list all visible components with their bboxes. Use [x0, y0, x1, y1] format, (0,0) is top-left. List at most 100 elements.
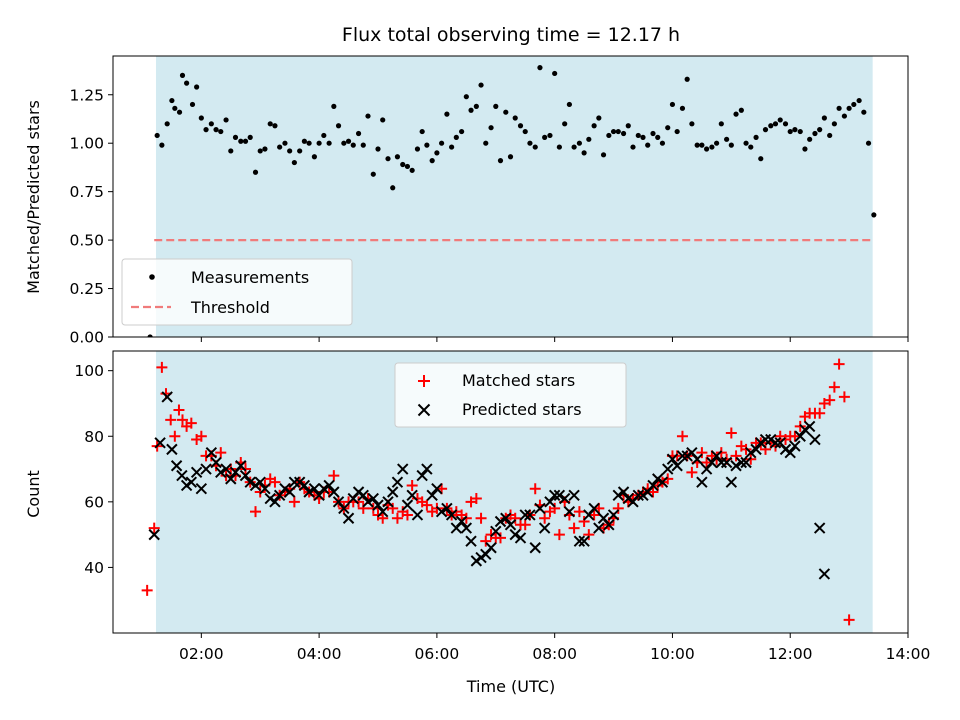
data-point	[671, 460, 683, 472]
data-point	[421, 499, 433, 511]
data-point	[406, 489, 418, 501]
data-point	[538, 522, 551, 534]
data-point	[306, 140, 312, 146]
data-point	[455, 515, 468, 528]
data-point	[367, 492, 379, 505]
data-point	[377, 505, 389, 518]
data-point	[620, 130, 627, 137]
data-point	[250, 506, 262, 518]
data-point	[753, 134, 759, 140]
data-point	[818, 568, 831, 580]
data-point	[367, 502, 379, 514]
data-point	[239, 469, 252, 482]
data-point	[141, 584, 153, 596]
data-point	[777, 117, 783, 123]
data-point	[490, 525, 502, 538]
data-point	[568, 522, 580, 534]
data-point	[165, 414, 177, 426]
data-point	[154, 437, 166, 449]
data-point	[210, 456, 222, 469]
data-point	[578, 516, 590, 528]
data-point	[342, 512, 355, 524]
data-point	[282, 140, 288, 146]
data-point	[345, 138, 352, 144]
top-legend-box	[121, 258, 353, 326]
data-point	[254, 486, 266, 498]
data-point	[583, 529, 595, 541]
data-point	[173, 404, 185, 416]
legend-label-predicted-stars: Predicted stars	[462, 400, 582, 419]
data-point	[812, 130, 818, 137]
data-point	[743, 140, 749, 146]
data-point	[445, 509, 458, 521]
data-point	[769, 437, 782, 449]
data-point	[871, 212, 877, 218]
data-point	[316, 140, 322, 146]
data-point	[527, 140, 533, 146]
data-point	[164, 121, 170, 127]
data-point	[434, 150, 440, 156]
data-point	[797, 128, 803, 135]
data-point	[728, 142, 734, 148]
data-point	[277, 144, 283, 150]
data-point	[821, 115, 827, 121]
data-point	[715, 447, 727, 459]
data-point	[390, 185, 396, 191]
data-point	[185, 417, 197, 429]
data-point	[509, 512, 521, 524]
data-point	[424, 142, 430, 148]
data-point	[549, 502, 561, 514]
data-point	[318, 483, 330, 495]
data-point	[401, 499, 414, 511]
data-point	[836, 105, 842, 111]
top-panel-y-tick-label: 1.00	[69, 135, 104, 153]
data-point	[247, 134, 253, 140]
data-point	[617, 486, 630, 498]
data-point	[817, 127, 823, 133]
data-point	[691, 453, 703, 465]
data-point	[792, 127, 798, 133]
data-point	[581, 150, 587, 156]
data-point	[745, 446, 757, 459]
data-point	[522, 128, 528, 135]
data-point	[789, 440, 801, 452]
data-point	[807, 136, 813, 142]
data-point	[225, 473, 237, 485]
data-point	[548, 489, 561, 501]
bottom-panel-series-1	[148, 391, 831, 580]
data-point	[568, 489, 580, 501]
data-point	[647, 486, 659, 498]
legend-marker-measurements	[149, 274, 155, 280]
top-panel-y-tick-label: 0.25	[69, 280, 104, 298]
data-point	[328, 470, 340, 482]
data-point	[494, 532, 506, 544]
data-point	[794, 430, 806, 442]
data-point	[488, 125, 494, 131]
data-point	[331, 103, 337, 109]
data-point	[686, 466, 698, 478]
data-point	[439, 140, 445, 146]
data-point	[556, 144, 562, 150]
data-point	[254, 476, 266, 488]
data-point	[475, 512, 487, 524]
data-point	[588, 502, 600, 515]
data-point	[483, 140, 489, 146]
top-panel-y-tick-label: 0.50	[69, 232, 104, 250]
data-point	[603, 519, 615, 531]
data-point	[542, 134, 548, 140]
data-point	[701, 456, 713, 468]
data-point	[313, 489, 325, 501]
data-point	[576, 140, 583, 146]
data-point	[365, 113, 371, 119]
data-point	[419, 128, 425, 135]
data-point	[380, 117, 386, 123]
data-point	[485, 542, 497, 554]
data-point	[606, 132, 612, 139]
data-point	[647, 479, 659, 492]
legend-marker-matched-stars	[418, 375, 430, 387]
data-point	[328, 486, 340, 498]
data-point	[699, 142, 705, 148]
data-point	[189, 101, 196, 108]
data-point	[308, 483, 321, 495]
